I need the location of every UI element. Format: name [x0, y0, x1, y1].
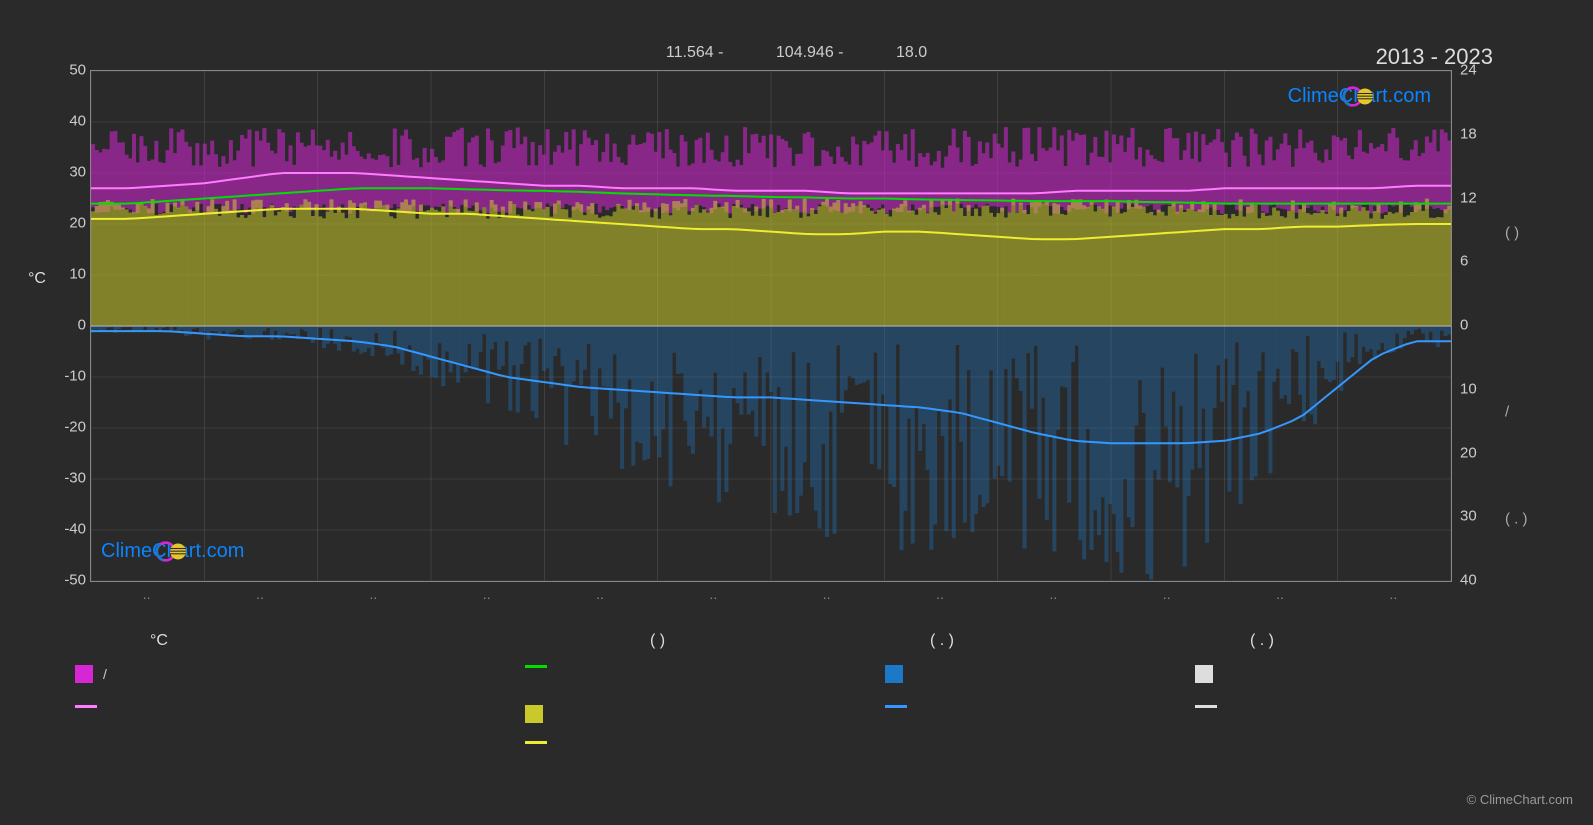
y-left-tick: 10	[48, 266, 86, 283]
copyright: © ClimeChart.com	[1467, 792, 1573, 807]
legend-item	[885, 665, 913, 683]
y-left-axis-label: °C	[28, 270, 46, 288]
y-right-tick: 40	[1460, 572, 1477, 589]
x-month-tick: ..	[823, 586, 831, 602]
y-right-tick: 0	[1460, 317, 1468, 334]
y-left-tick: 40	[48, 113, 86, 130]
y-right-extra-labels: ( ) / ( . )	[1505, 70, 1545, 580]
legend-item	[525, 741, 557, 744]
y-left-tick: 20	[48, 215, 86, 232]
y-right-tick: 24	[1460, 62, 1477, 79]
legend-item	[1195, 665, 1223, 683]
y-left-tick: -40	[48, 521, 86, 538]
legend-item: /	[75, 665, 107, 683]
y-right-extra: ( )	[1505, 225, 1519, 242]
y-left-ticks: 50403020100-10-20-30-40-50	[48, 70, 86, 580]
legend-swatch-line	[525, 741, 547, 744]
legend-item	[525, 705, 553, 723]
x-month-tick: ..	[936, 586, 944, 602]
y-right-extra: ( . )	[1505, 510, 1528, 527]
y-right-ticks: 2418126010203040	[1460, 70, 1500, 580]
y-right-tick: 30	[1460, 508, 1477, 525]
legend-swatch-box	[75, 665, 93, 683]
y-left-tick: 30	[48, 164, 86, 181]
x-month-tick: ..	[483, 586, 491, 602]
legend-swatch-line	[885, 705, 907, 708]
legend-swatch-box	[885, 665, 903, 683]
x-month-tick: ..	[1163, 586, 1171, 602]
x-month-tick: ..	[1389, 586, 1397, 602]
legend-swatch-box	[1195, 665, 1213, 683]
y-left-tick: 0	[48, 317, 86, 334]
x-month-tick: ..	[1049, 586, 1057, 602]
plot-svg	[91, 71, 1451, 581]
legend-header-col: ( )	[650, 632, 665, 650]
lat-label: 11.564 -	[666, 44, 724, 61]
x-month-tick: ..	[256, 586, 264, 602]
y-right-tick: 6	[1460, 253, 1468, 270]
legend-swatch-line	[75, 705, 97, 708]
legend-header-col: ( . )	[930, 632, 954, 650]
x-month-tick: ..	[143, 586, 151, 602]
lon-label: 104.946 -	[776, 44, 844, 61]
y-left-tick: -20	[48, 419, 86, 436]
y-left-tick: -10	[48, 368, 86, 385]
y-left-tick: 50	[48, 62, 86, 79]
y-right-tick: 20	[1460, 444, 1477, 461]
legend-item	[1195, 705, 1227, 708]
legend-item	[885, 705, 917, 708]
legend-header-col: °C	[150, 632, 168, 650]
legend-swatch-line	[1195, 705, 1217, 708]
y-left-tick: -50	[48, 572, 86, 589]
x-axis-ticks: ........................	[90, 586, 1450, 606]
y-right-tick: 18	[1460, 125, 1477, 142]
x-month-tick: ..	[369, 586, 377, 602]
legend-label: /	[103, 666, 107, 682]
legend-header: °C ( ) ( . ) ( . )	[90, 632, 1450, 656]
header-coordinates: 11.564 - 104.946 - 18.0	[0, 44, 1593, 62]
plot-area: ClimeChart.com ClimeChart.com	[90, 70, 1452, 582]
elev-label: 18.0	[896, 44, 927, 61]
y-right-tick: 12	[1460, 189, 1477, 206]
y-left-tick: -30	[48, 470, 86, 487]
x-month-tick: ..	[709, 586, 717, 602]
climechart-icon	[101, 540, 244, 563]
brand-logo-bottom: ClimeChart.com	[101, 540, 244, 563]
legend-header-col: ( . )	[1250, 632, 1274, 650]
legend-swatch-line	[525, 665, 547, 668]
legend-swatch-box	[525, 705, 543, 723]
brand-logo-top: ClimeChart.com	[1288, 85, 1431, 108]
x-month-tick: ..	[1276, 586, 1284, 602]
climate-chart-container: 11.564 - 104.946 - 18.0 2013 - 2023 °C 5…	[0, 0, 1593, 825]
y-right-tick: 10	[1460, 380, 1477, 397]
legend-item	[525, 665, 557, 668]
x-month-tick: ..	[596, 586, 604, 602]
legend-item	[75, 705, 107, 708]
y-right-extra: /	[1505, 403, 1509, 420]
climechart-icon	[1288, 85, 1431, 108]
